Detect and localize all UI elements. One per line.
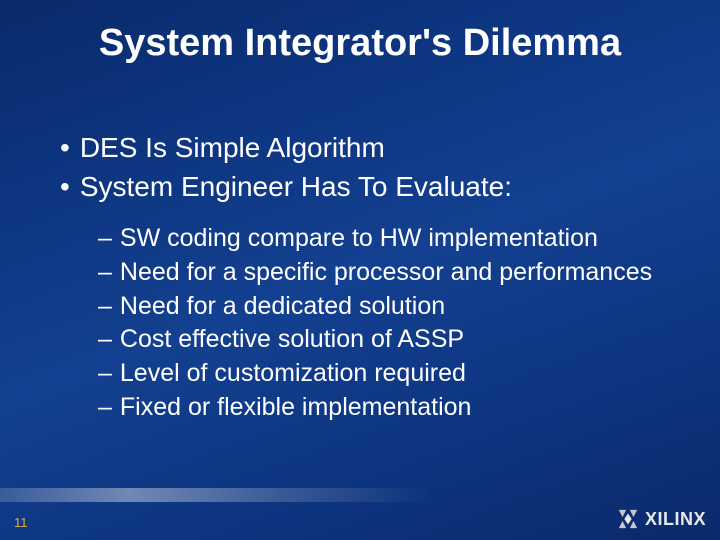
sub-bullet-text: Need for a specific processor and perfor… bbox=[120, 256, 680, 290]
logo-text: XILINX bbox=[645, 509, 706, 530]
sub-bullet-text: Cost effective solution of ASSP bbox=[120, 323, 680, 357]
sub-bullet-text: Level of customization required bbox=[120, 357, 680, 391]
sub-bullet-text: Need for a dedicated solution bbox=[120, 290, 680, 324]
footer-accent-bar bbox=[0, 488, 720, 502]
dash-icon: – bbox=[98, 256, 112, 290]
sub-bullet-item: – SW coding compare to HW implementation bbox=[98, 222, 680, 256]
sub-bullet-item: – Fixed or flexible implementation bbox=[98, 391, 680, 425]
bullet-dot-icon: • bbox=[60, 169, 70, 204]
sub-bullet-item: – Cost effective solution of ASSP bbox=[98, 323, 680, 357]
dash-icon: – bbox=[98, 391, 112, 425]
slide-content: • DES Is Simple Algorithm • System Engin… bbox=[60, 130, 680, 425]
dash-icon: – bbox=[98, 323, 112, 357]
xilinx-mark-icon bbox=[617, 508, 639, 530]
brand-logo: XILINX bbox=[617, 508, 706, 530]
dash-icon: – bbox=[98, 222, 112, 256]
bullet-dot-icon: • bbox=[60, 130, 70, 165]
slide-title: System Integrator's Dilemma bbox=[0, 22, 720, 65]
sub-bullet-item: – Need for a specific processor and perf… bbox=[98, 256, 680, 290]
bullet-item: • System Engineer Has To Evaluate: bbox=[60, 169, 680, 204]
bullet-text: DES Is Simple Algorithm bbox=[80, 130, 385, 165]
bullet-text: System Engineer Has To Evaluate: bbox=[80, 169, 512, 204]
sub-bullet-list: – SW coding compare to HW implementation… bbox=[98, 222, 680, 425]
sub-bullet-text: SW coding compare to HW implementation bbox=[120, 222, 680, 256]
slide: System Integrator's Dilemma • DES Is Sim… bbox=[0, 0, 720, 540]
sub-bullet-text: Fixed or flexible implementation bbox=[120, 391, 680, 425]
dash-icon: – bbox=[98, 357, 112, 391]
sub-bullet-item: – Need for a dedicated solution bbox=[98, 290, 680, 324]
bullet-item: • DES Is Simple Algorithm bbox=[60, 130, 680, 165]
dash-icon: – bbox=[98, 290, 112, 324]
sub-bullet-item: – Level of customization required bbox=[98, 357, 680, 391]
page-number: 11 bbox=[14, 515, 28, 530]
